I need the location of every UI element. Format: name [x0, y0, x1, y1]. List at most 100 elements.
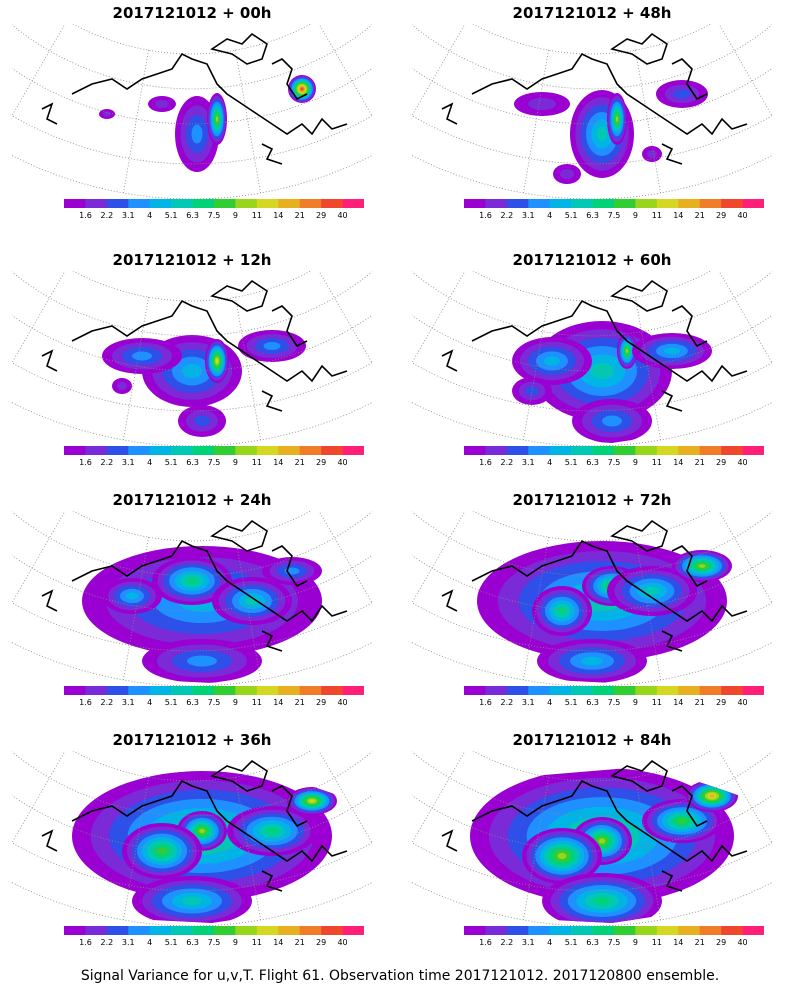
colorbar-swatch — [149, 199, 172, 208]
variance-map — [412, 271, 772, 446]
colorbar-swatch — [635, 926, 658, 935]
panel-title: 2017121012 + 48h — [512, 4, 672, 22]
colorbar-label: 29 — [316, 458, 326, 467]
colorbar-label: 21 — [695, 938, 705, 947]
colorbar-label: 3.1 — [522, 458, 535, 467]
variance-map — [12, 24, 372, 199]
colorbar-label: 9 — [633, 458, 638, 467]
colorbar-swatch — [64, 686, 86, 695]
coastlines — [441, 759, 748, 892]
colorbar-swatch — [299, 199, 322, 208]
graticule — [412, 271, 772, 446]
colorbar-label: 1.6 — [79, 938, 92, 947]
colorbar: 1.6 2.2 3.1 4 5.1 6.3 7.5 9 11 14 21 29 40 — [464, 446, 764, 467]
colorbar-label: 29 — [316, 938, 326, 947]
coastlines — [441, 279, 748, 412]
colorbar-swatch — [592, 686, 615, 695]
colorbar-label: 29 — [316, 211, 326, 220]
colorbar-swatch — [678, 926, 701, 935]
colorbar-swatch — [214, 686, 236, 695]
variance-map — [412, 24, 772, 199]
colorbar-label: 14 — [673, 211, 683, 220]
colorbar-swatch — [506, 686, 529, 695]
colorbar-label: 9 — [633, 698, 638, 707]
colorbar-label: 29 — [716, 211, 726, 220]
variance-field — [102, 330, 306, 437]
colorbar-label: 2.2 — [500, 211, 513, 220]
colorbar-swatch — [106, 926, 129, 935]
colorbar-label: 4 — [147, 938, 152, 947]
colorbar-label: 6.3 — [186, 458, 199, 467]
colorbar-swatch — [614, 686, 636, 695]
colorbar-label: 1.6 — [479, 938, 492, 947]
coastlines — [41, 519, 348, 652]
colorbar-label: 5.1 — [565, 938, 578, 947]
colorbar-swatch — [321, 926, 343, 935]
variance-field — [470, 768, 738, 923]
colorbar-label: 2.2 — [500, 938, 513, 947]
colorbar: 1.6 2.2 3.1 4 5.1 6.3 7.5 9 11 14 21 29 40 — [64, 199, 364, 220]
colorbar-label: 29 — [716, 938, 726, 947]
colorbar-label: 9 — [633, 211, 638, 220]
colorbar-label: 14 — [673, 938, 683, 947]
colorbar-label: 21 — [295, 458, 305, 467]
colorbar-label: 2.2 — [100, 211, 113, 220]
colorbar-swatch — [85, 199, 108, 208]
colorbar-label: 1.6 — [479, 458, 492, 467]
panel-title: 2017121012 + 84h — [512, 731, 672, 749]
colorbar-swatch — [278, 926, 301, 935]
colorbar-swatch — [549, 446, 572, 455]
colorbar-label: 6.3 — [186, 938, 199, 947]
colorbar-label: 5.1 — [565, 698, 578, 707]
colorbar-swatch — [128, 446, 151, 455]
colorbar-swatch — [85, 446, 108, 455]
colorbar-swatch — [656, 446, 679, 455]
colorbar-swatch — [149, 446, 172, 455]
map-panel: 2017121012 + 60h 1.6 2.2 3.1 4 5.1 6.3 7.5 9 11 14… — [412, 247, 772, 482]
colorbar-label: 6.3 — [586, 458, 599, 467]
colorbar-swatch — [656, 686, 679, 695]
graticule — [412, 751, 772, 926]
map-panel: 2017121012 + 36h 1.6 2.2 3.1 4 5.1 6.3 7.5 9 11 14… — [12, 727, 372, 962]
colorbar-swatch — [192, 446, 215, 455]
map-panel: 2017121012 + 00h 1.6 2.2 3.1 4 5.1 6.3 7.5 9 11 14… — [12, 0, 372, 235]
colorbar-swatch — [742, 199, 764, 208]
colorbar-label: 4 — [547, 938, 552, 947]
colorbar-swatch — [149, 926, 172, 935]
colorbar-swatch — [742, 446, 764, 455]
panel-title: 2017121012 + 72h — [512, 491, 672, 509]
colorbar-swatch — [614, 446, 636, 455]
colorbar-label: 5.1 — [565, 211, 578, 220]
graticule — [12, 751, 372, 926]
colorbar-swatch — [214, 199, 236, 208]
colorbar: 1.6 2.2 3.1 4 5.1 6.3 7.5 9 11 14 21 29 40 — [64, 926, 364, 947]
colorbar-swatch — [656, 199, 679, 208]
colorbar-swatch — [256, 686, 279, 695]
colorbar-label: 21 — [295, 211, 305, 220]
colorbar-swatch — [506, 199, 529, 208]
colorbar-swatch — [506, 926, 529, 935]
colorbar-swatch — [485, 199, 508, 208]
variance-map — [12, 511, 372, 686]
colorbar-label: 3.1 — [122, 458, 135, 467]
graticule — [12, 24, 372, 199]
colorbar-swatch — [656, 926, 679, 935]
colorbar-swatch — [128, 199, 151, 208]
colorbar-swatch — [485, 446, 508, 455]
colorbar: 1.6 2.2 3.1 4 5.1 6.3 7.5 9 11 14 21 29 40 — [464, 926, 764, 947]
colorbar-label: 40 — [337, 458, 347, 467]
colorbar-label: 7.5 — [208, 211, 221, 220]
variance-field — [72, 771, 337, 923]
colorbar-swatch — [256, 926, 279, 935]
colorbar-swatch — [699, 446, 722, 455]
colorbar-label: 40 — [337, 698, 347, 707]
colorbar-label: 7.5 — [208, 698, 221, 707]
colorbar-label: 3.1 — [522, 698, 535, 707]
colorbar-swatch — [528, 446, 551, 455]
colorbar-swatch — [85, 926, 108, 935]
colorbar-swatch — [256, 446, 279, 455]
colorbar-label: 11 — [252, 698, 262, 707]
panel-title: 2017121012 + 60h — [512, 251, 672, 269]
colorbar-swatch — [278, 199, 301, 208]
colorbar-swatch — [106, 686, 129, 695]
